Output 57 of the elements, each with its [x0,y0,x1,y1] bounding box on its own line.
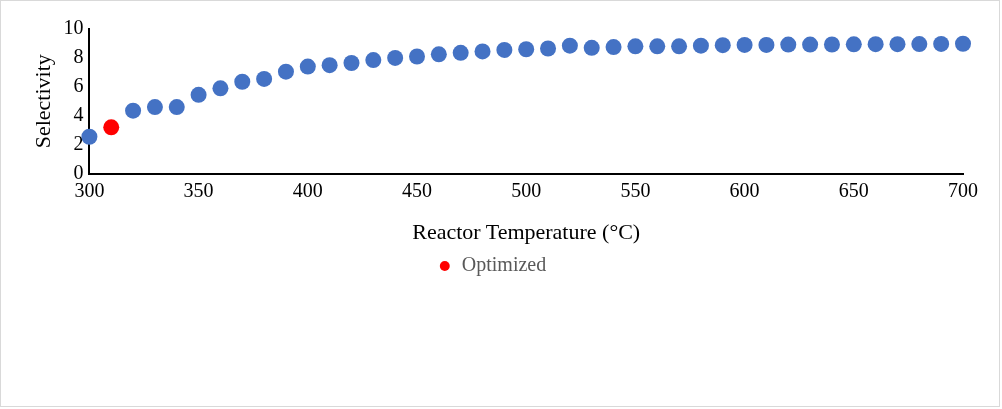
point [125,102,142,119]
point [256,70,273,87]
point [234,73,251,90]
point [561,37,578,54]
point [583,39,600,56]
point [933,35,950,52]
point [780,36,797,53]
point [627,38,644,55]
point [758,36,775,53]
point [889,36,906,53]
x-tick-label: 700 [948,178,978,201]
point [671,38,688,55]
point [867,36,884,53]
point [605,39,622,56]
point [649,38,666,55]
point [343,54,360,71]
point [321,57,338,74]
point [802,36,819,53]
point [277,63,294,80]
point [496,41,513,58]
point [955,35,971,52]
point [845,36,862,53]
x-tick-label: 400 [292,178,323,201]
point [365,52,382,69]
x-tick-label: 550 [620,178,651,201]
x-tick-label: 650 [838,178,869,201]
y-tick-label: 6 [73,74,84,97]
point [518,41,535,58]
x-tick-label: 600 [729,178,760,201]
x-tick-label: 350 [183,178,214,201]
point [212,80,229,97]
point [714,37,731,54]
point [387,49,404,66]
y-tick-label: 10 [63,16,84,39]
point [146,99,163,116]
y-axis-title: Selectivity [29,54,55,149]
legend-label: Optimized [461,253,547,277]
point [540,40,557,57]
x-tick-label: 450 [402,178,432,201]
point [409,48,425,65]
point [474,43,491,60]
point [103,119,120,136]
point [692,37,709,54]
y-tick-label: 8 [73,45,84,68]
point [190,86,207,103]
point [430,46,447,63]
point [452,44,469,61]
y-tick-label: 4 [73,103,84,126]
point [168,99,185,116]
point [911,36,928,53]
x-axis-title: Reactor Temperature (°C) [412,218,641,244]
y-tick-label: 2 [73,131,84,154]
point [81,128,98,145]
point [823,36,840,53]
point [736,36,753,53]
point [299,58,316,75]
x-tick-label: 500 [511,178,542,201]
